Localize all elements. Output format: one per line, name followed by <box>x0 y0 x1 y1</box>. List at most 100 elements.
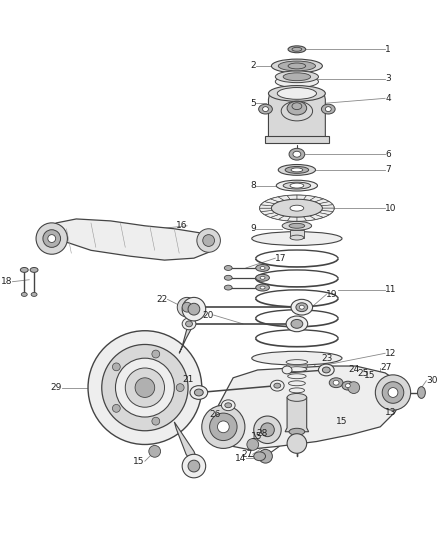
Ellipse shape <box>256 284 269 291</box>
Circle shape <box>254 416 281 443</box>
Ellipse shape <box>278 165 315 175</box>
Circle shape <box>210 413 237 441</box>
Ellipse shape <box>276 180 318 191</box>
Polygon shape <box>271 197 284 202</box>
Ellipse shape <box>325 107 331 111</box>
Polygon shape <box>174 422 199 468</box>
Ellipse shape <box>296 303 307 312</box>
Ellipse shape <box>260 195 334 221</box>
Circle shape <box>388 387 398 398</box>
Ellipse shape <box>287 367 307 372</box>
Circle shape <box>247 439 259 450</box>
Text: 8: 8 <box>250 181 256 190</box>
Text: 13: 13 <box>385 408 397 417</box>
Circle shape <box>382 382 404 403</box>
Polygon shape <box>287 195 297 199</box>
Circle shape <box>113 363 120 371</box>
Ellipse shape <box>254 452 265 461</box>
Ellipse shape <box>31 293 37 296</box>
Ellipse shape <box>272 59 322 73</box>
Text: 12: 12 <box>385 349 396 358</box>
Text: 16: 16 <box>176 221 187 230</box>
Ellipse shape <box>285 166 309 173</box>
Ellipse shape <box>272 199 322 217</box>
Ellipse shape <box>256 274 269 281</box>
Text: 9: 9 <box>250 224 256 233</box>
Polygon shape <box>265 213 279 217</box>
Ellipse shape <box>333 380 339 385</box>
Ellipse shape <box>292 103 302 110</box>
Ellipse shape <box>289 388 304 393</box>
Circle shape <box>125 368 165 407</box>
Polygon shape <box>304 196 315 200</box>
Circle shape <box>188 303 200 315</box>
Ellipse shape <box>287 393 307 401</box>
Text: 25: 25 <box>358 369 369 378</box>
Ellipse shape <box>291 300 313 315</box>
Polygon shape <box>214 366 403 449</box>
Polygon shape <box>315 213 329 217</box>
Circle shape <box>261 423 274 437</box>
Polygon shape <box>260 205 272 208</box>
Text: 19: 19 <box>326 290 338 299</box>
Polygon shape <box>265 199 279 204</box>
Circle shape <box>348 382 360 393</box>
Ellipse shape <box>291 168 303 172</box>
Ellipse shape <box>346 384 350 387</box>
Ellipse shape <box>190 386 208 399</box>
Text: 10: 10 <box>385 204 397 213</box>
Text: 5: 5 <box>250 99 256 108</box>
Text: 11: 11 <box>385 285 397 294</box>
Polygon shape <box>285 398 309 432</box>
Ellipse shape <box>221 400 235 410</box>
Polygon shape <box>42 219 214 260</box>
Ellipse shape <box>260 266 265 270</box>
Ellipse shape <box>288 63 306 69</box>
Circle shape <box>217 421 229 433</box>
Polygon shape <box>304 216 315 221</box>
Circle shape <box>135 378 155 398</box>
Circle shape <box>187 300 203 315</box>
Circle shape <box>177 297 197 317</box>
Ellipse shape <box>282 221 311 230</box>
Ellipse shape <box>268 86 325 101</box>
Ellipse shape <box>283 182 311 189</box>
Ellipse shape <box>224 276 232 280</box>
Text: 6: 6 <box>385 150 391 159</box>
Ellipse shape <box>277 87 317 99</box>
Ellipse shape <box>299 305 304 309</box>
Polygon shape <box>271 214 284 220</box>
Ellipse shape <box>186 321 192 327</box>
Circle shape <box>259 449 272 463</box>
Ellipse shape <box>256 264 269 271</box>
Text: 22: 22 <box>156 295 167 304</box>
Text: 7: 7 <box>385 165 391 174</box>
Ellipse shape <box>289 429 305 435</box>
Circle shape <box>113 405 120 413</box>
Text: 15: 15 <box>251 432 262 441</box>
Polygon shape <box>278 196 290 200</box>
Ellipse shape <box>283 73 311 80</box>
Ellipse shape <box>259 104 272 114</box>
Circle shape <box>287 434 307 453</box>
Ellipse shape <box>252 351 342 365</box>
Ellipse shape <box>342 381 354 390</box>
Circle shape <box>197 229 220 252</box>
Circle shape <box>375 375 411 410</box>
Text: 17: 17 <box>276 254 287 263</box>
Polygon shape <box>321 208 334 212</box>
Ellipse shape <box>182 318 196 330</box>
Text: 4: 4 <box>385 94 391 103</box>
Polygon shape <box>319 211 333 215</box>
Circle shape <box>149 446 161 457</box>
Circle shape <box>43 230 60 247</box>
Ellipse shape <box>286 316 307 332</box>
Ellipse shape <box>289 381 305 386</box>
Ellipse shape <box>282 366 292 374</box>
Ellipse shape <box>276 76 318 87</box>
Ellipse shape <box>276 71 318 83</box>
Polygon shape <box>179 307 199 353</box>
Text: 27: 27 <box>380 364 392 373</box>
Ellipse shape <box>20 268 28 272</box>
Ellipse shape <box>289 148 305 160</box>
